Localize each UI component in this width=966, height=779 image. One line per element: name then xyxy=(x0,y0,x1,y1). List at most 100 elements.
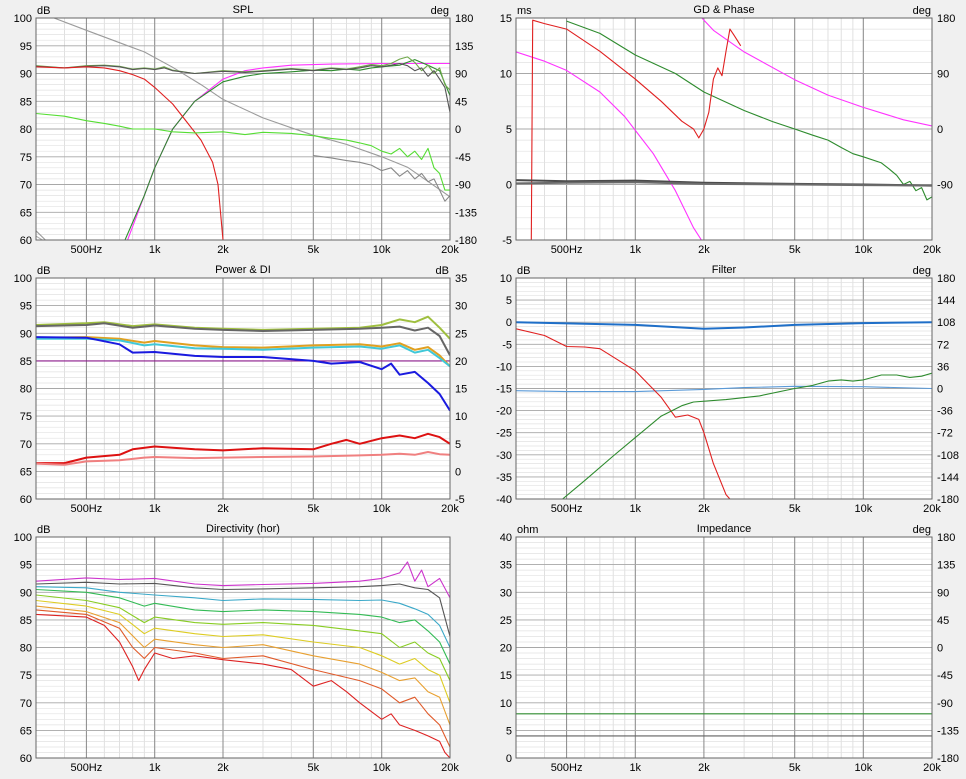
x-tick-label: 1k xyxy=(149,762,161,774)
y-tick-label: 65 xyxy=(20,466,32,478)
chart-title: GD & Phase xyxy=(693,4,754,16)
y2-tick-label: -45 xyxy=(937,670,953,682)
series-line-4 xyxy=(36,594,450,681)
right-unit-label: deg xyxy=(913,265,931,277)
right-unit-label: deg xyxy=(431,5,449,17)
x-tick-label: 1k xyxy=(149,503,161,515)
y2-tick-label: 90 xyxy=(937,69,949,81)
series-line-0 xyxy=(516,321,932,330)
left-unit-label: ms xyxy=(517,5,532,17)
series-line-7 xyxy=(36,235,43,240)
x-tick-label: 2k xyxy=(698,762,710,774)
x-tick-label: 500Hz xyxy=(70,762,102,774)
series-line-4 xyxy=(36,337,450,368)
series-line-0 xyxy=(36,18,450,240)
y2-tick-label: 180 xyxy=(937,532,955,544)
x-tick-label: 10k xyxy=(854,762,872,774)
x-tick-label: 1k xyxy=(629,244,641,256)
series-line-4 xyxy=(516,181,932,187)
power-di-chart: Power & DI dB dB 500Hz 1k 2k 5k 10k 20k 60 65 70 75 8… xyxy=(14,264,468,515)
x-tick-label: 1k xyxy=(149,244,161,256)
x-tick-label: 1k xyxy=(629,503,641,515)
y-tick-label: 5 xyxy=(506,124,512,136)
plot-border xyxy=(515,17,933,241)
right-unit-label: dB xyxy=(436,265,449,277)
left-unit-label: dB xyxy=(37,524,50,536)
x-tick-label: 500Hz xyxy=(70,244,102,256)
plot-border xyxy=(35,277,451,500)
y2-tick-label: 45 xyxy=(455,96,467,108)
y2-tick-label: -90 xyxy=(937,180,953,192)
left-unit-label: dB xyxy=(37,265,50,277)
y2-tick-label: 72 xyxy=(937,339,949,351)
y2-tick-label: 180 xyxy=(937,13,955,25)
series-line-8 xyxy=(313,155,450,202)
series-group xyxy=(516,321,932,499)
x-tick-label: 10k xyxy=(373,762,391,774)
series-line-5 xyxy=(36,66,224,240)
series-line-2 xyxy=(516,19,742,240)
y-tick-label: -15 xyxy=(496,384,512,396)
x-tick-label: 5k xyxy=(789,503,801,515)
plot-border xyxy=(515,536,933,759)
y-tick-label: -5 xyxy=(502,235,512,247)
y2-tick-label: 5 xyxy=(455,439,461,451)
y-tick-label: 65 xyxy=(20,725,32,737)
y2-tick-label: 180 xyxy=(937,273,955,285)
x-tick-label: 500Hz xyxy=(551,762,583,774)
y2-tick-label: 90 xyxy=(455,69,467,81)
spl-chart: SPL dB deg 500Hz 1k 2k 5k 10k 20k 60 65 70 75 80 85 90 9… xyxy=(14,4,477,256)
series-line-4 xyxy=(36,62,450,113)
y-tick-label: 70 xyxy=(20,439,32,451)
chart-title: Power & DI xyxy=(215,264,271,276)
chart-title: Impedance xyxy=(697,523,751,535)
right-unit-label: deg xyxy=(913,524,931,536)
y-tick-label: -40 xyxy=(496,494,512,506)
x-tick-label: 2k xyxy=(217,503,229,515)
series-line-6 xyxy=(36,605,450,726)
series-line-3 xyxy=(36,336,450,368)
x-tick-label: 20k xyxy=(923,762,941,774)
series-group xyxy=(36,18,450,240)
y2-tick-label: 0 xyxy=(455,124,461,136)
x-tick-label: 20k xyxy=(923,244,941,256)
series-line-3 xyxy=(36,588,450,665)
series-line-1 xyxy=(36,315,450,340)
y-tick-label: 60 xyxy=(20,494,32,506)
series-line-2 xyxy=(36,322,450,356)
series-line-5 xyxy=(36,599,450,703)
y-tick-label: 65 xyxy=(20,207,32,219)
series-group xyxy=(36,315,450,466)
y-tick-label: 60 xyxy=(20,235,32,247)
x-tick-label: 5k xyxy=(789,762,801,774)
series-line-7 xyxy=(36,609,450,748)
y2-tick-label: 0 xyxy=(937,124,943,136)
y2-tick-label: -108 xyxy=(937,450,959,462)
x-tick-label: 10k xyxy=(854,244,872,256)
y-tick-label: 25 xyxy=(500,615,512,627)
y-tick-label: 90 xyxy=(20,587,32,599)
plot-border xyxy=(515,277,933,500)
y2-tick-label: -90 xyxy=(455,180,471,192)
y2-tick-label: 144 xyxy=(937,295,955,307)
y-tick-label: -30 xyxy=(496,450,512,462)
x-tick-label: 1k xyxy=(629,762,641,774)
right-unit-label: deg xyxy=(913,5,931,17)
x-tick-label: 2k xyxy=(217,244,229,256)
series-line-0 xyxy=(36,561,450,599)
x-tick-label: 2k xyxy=(698,503,710,515)
y-tick-label: 75 xyxy=(20,670,32,682)
y2-tick-label: 10 xyxy=(455,411,467,423)
x-tick-label: 20k xyxy=(441,762,459,774)
y2-tick-label: -45 xyxy=(455,152,471,164)
y2-tick-label: 25 xyxy=(455,328,467,340)
y2-tick-label: 45 xyxy=(937,615,949,627)
y-tick-label: 35 xyxy=(500,560,512,572)
y-tick-label: 95 xyxy=(20,560,32,572)
y2-tick-label: -135 xyxy=(455,207,477,219)
x-tick-label: 10k xyxy=(373,244,391,256)
gd-phase-chart: GD & Phase ms deg 500Hz 1k 2k 5k 10k 20k -5 0 5 10 15… xyxy=(500,4,956,256)
y2-tick-label: -180 xyxy=(937,753,959,765)
y2-tick-label: -135 xyxy=(937,725,959,737)
x-tick-label: 10k xyxy=(373,503,391,515)
